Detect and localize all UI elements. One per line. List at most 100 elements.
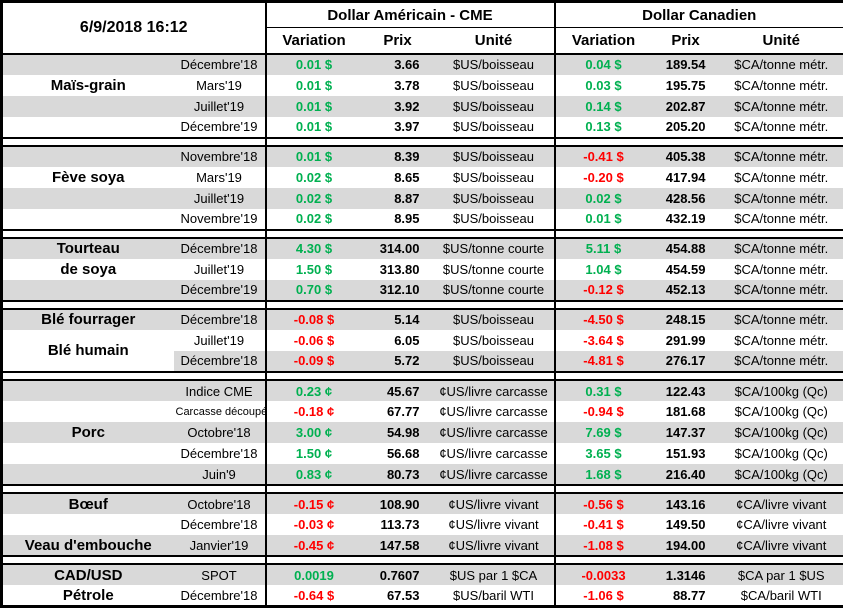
table-row: Bœuf Octobre'18 -0.15 ¢ 108.90 ¢US/livre viv…: [1, 493, 843, 515]
ca-unite-label: $CA/baril WTI: [740, 587, 822, 603]
us-unite-label: $US/boisseau: [453, 119, 534, 135]
us-variation-value: 1.50 $: [264, 258, 362, 280]
ca-variation-value: -0.94 $: [553, 401, 652, 423]
table-row: Décembre'19 0.70 $312.10 $US/tonne courte -…: [1, 279, 843, 301]
divider-us-cell: [264, 555, 555, 566]
ca-unite-label: $CA/tonne métr.: [734, 169, 829, 185]
header-group-row: 6/9/2018 16:12 Dollar Américain - CME Do…: [1, 1, 843, 55]
ca-variation-header: Variation: [553, 27, 652, 55]
commodity-label-empty: [1, 380, 174, 402]
us-unite-label: $US/boisseau: [433, 308, 555, 330]
us-variation-value: -0.06 $: [264, 329, 362, 351]
report-datetime: 6/9/2018 16:12: [1, 1, 266, 55]
contract-label: Indice CME: [173, 380, 266, 402]
ca-prix-value: 202.87: [651, 95, 720, 117]
commodity-label-empty: [1, 279, 174, 301]
ca-unite-label: $CA/100kg (Qc): [734, 446, 828, 462]
contract-label: Décembre'18: [180, 587, 258, 603]
us-prix-value: 45.67: [361, 380, 434, 402]
us-prix-value: 67.77: [386, 404, 420, 420]
table-row: Novembre'18 0.01 $8.39 $US/boisseau -0.41 $…: [1, 145, 843, 167]
us-prix-value: 8.95: [394, 211, 420, 227]
ca-unite-label: ¢CA/livre vivant: [719, 493, 843, 515]
us-variation-value: 0.01 $: [264, 95, 362, 117]
ca-prix-value: 405.38: [651, 145, 720, 167]
us-unite-label: $US/boisseau: [453, 169, 534, 185]
us-prix-header: Prix: [361, 27, 434, 55]
us-prix-value: 147.58: [361, 535, 434, 557]
commodity-label: CAD/USD: [1, 564, 174, 586]
us-prix-value: 3.97: [394, 119, 420, 135]
commodity-label-empty: [2, 443, 174, 464]
ca-variation-value: 1.04 $: [553, 258, 652, 280]
us-prix-value: 8.87: [361, 187, 434, 209]
contract-label: Mars'19: [196, 169, 242, 185]
table-row: Décembre'18 1.50 ¢ 56.68 ¢US/livre carcasse…: [2, 443, 843, 465]
ca-unite-label: $CA/tonne métr.: [734, 211, 829, 227]
contract-label: Juillet'19: [173, 187, 266, 209]
us-unite-label: ¢US/livre carcasse: [439, 404, 548, 420]
commodity-label: Veau d'embouche: [1, 535, 174, 557]
table-row: Fève soya Mars'19 0.02 $ 8.65 $US/boisseau -0…: [2, 166, 843, 188]
contract-label: Décembre'18: [180, 517, 258, 533]
ca-unite-label: ¢CA/livre vivant: [736, 517, 827, 533]
contract-label: Décembre'18: [173, 237, 266, 259]
ca-prix-value: 248.15: [651, 308, 720, 330]
us-unite-header: Unité: [433, 27, 555, 55]
us-variation-value: 1.50 ¢: [264, 443, 362, 465]
table-row: Maïs-grain Mars'19 0.01 $ 3.78 $US/boisseau 0…: [2, 74, 843, 96]
commodity-label: Blé humain: [1, 329, 174, 372]
divider-ca-cell: [553, 484, 843, 495]
section-divider: [1, 228, 843, 239]
ca-variation-value: 3.65 $: [553, 443, 652, 465]
header-columns-row: Variation Prix Unité Variation Prix Unit…: [2, 27, 843, 55]
us-variation-value: 0.83 ¢: [264, 464, 362, 486]
us-unite-label: $US/boisseau: [453, 332, 534, 348]
ca-variation-value: -1.08 $: [553, 535, 652, 557]
table-row: Juin'9 0.83 ¢ 80.73 ¢US/livre carcasse 1.68 …: [1, 464, 843, 486]
ca-unite-label: $CA/100kg (Qc): [719, 422, 843, 444]
contract-label: Juillet'19: [193, 261, 245, 277]
ca-prix-value: 1.3146: [651, 564, 720, 586]
ca-unite-label: $CA/tonne métr.: [719, 53, 843, 75]
table-row: Blé humain Juillet'19 -0.06 $ 6.05 $US/boiss…: [1, 329, 843, 372]
ca-variation-value: 0.31 $: [553, 380, 652, 402]
ca-prix-value: 151.93: [665, 446, 706, 462]
ca-variation-value: 0.03 $: [553, 74, 652, 96]
us-unite-label: $US/boisseau: [433, 95, 555, 117]
us-prix-value: 8.39: [361, 145, 434, 167]
ca-unite-label: $CA/tonne métr.: [719, 350, 843, 372]
contract-label: Décembre'19: [180, 119, 258, 135]
ca-variation-value: -0.12 $: [553, 279, 652, 301]
ca-prix-value: 189.54: [651, 53, 720, 75]
ca-prix-value: 205.20: [665, 119, 706, 135]
ca-prix-header: Prix: [651, 27, 720, 55]
ca-prix-value: 194.00: [651, 535, 720, 557]
commodity-label: Porc: [1, 422, 174, 444]
us-unite-label: ¢US/livre carcasse: [439, 446, 548, 462]
us-variation-value: -0.45 ¢: [264, 535, 362, 557]
us-unite-label: $US/tonne courte: [433, 279, 555, 301]
commodity-label: Maïs-grain: [50, 76, 126, 94]
us-variation-value: 0.0019: [264, 564, 362, 586]
us-unite-label: ¢US/livre carcasse: [433, 380, 555, 402]
divider-left-cell: [1, 136, 266, 147]
ca-prix-value: 276.17: [651, 350, 720, 372]
us-variation-value: 0.01 $: [264, 116, 362, 138]
ca-prix-value: 143.16: [651, 493, 720, 515]
us-variation-value: -0.64 $: [264, 585, 362, 607]
ca-prix-value: 181.68: [665, 404, 706, 420]
us-prix-value: 3.92: [361, 95, 434, 117]
section-divider: [1, 371, 843, 381]
ca-variation-value: -0.20 $: [553, 166, 652, 188]
contract-label: Décembre'19: [173, 279, 266, 301]
us-variation-value: 0.01 $: [264, 53, 362, 75]
ca-variation-value: -0.56 $: [553, 493, 652, 515]
divider-left-cell: [1, 228, 266, 239]
us-variation-value: 0.02 $: [264, 166, 362, 188]
contract-label: Novembre'19: [180, 211, 258, 227]
commodity-label: de soya: [60, 260, 117, 278]
us-prix-value: 3.78: [394, 77, 420, 93]
us-variation-value: -0.15 ¢: [264, 493, 362, 515]
